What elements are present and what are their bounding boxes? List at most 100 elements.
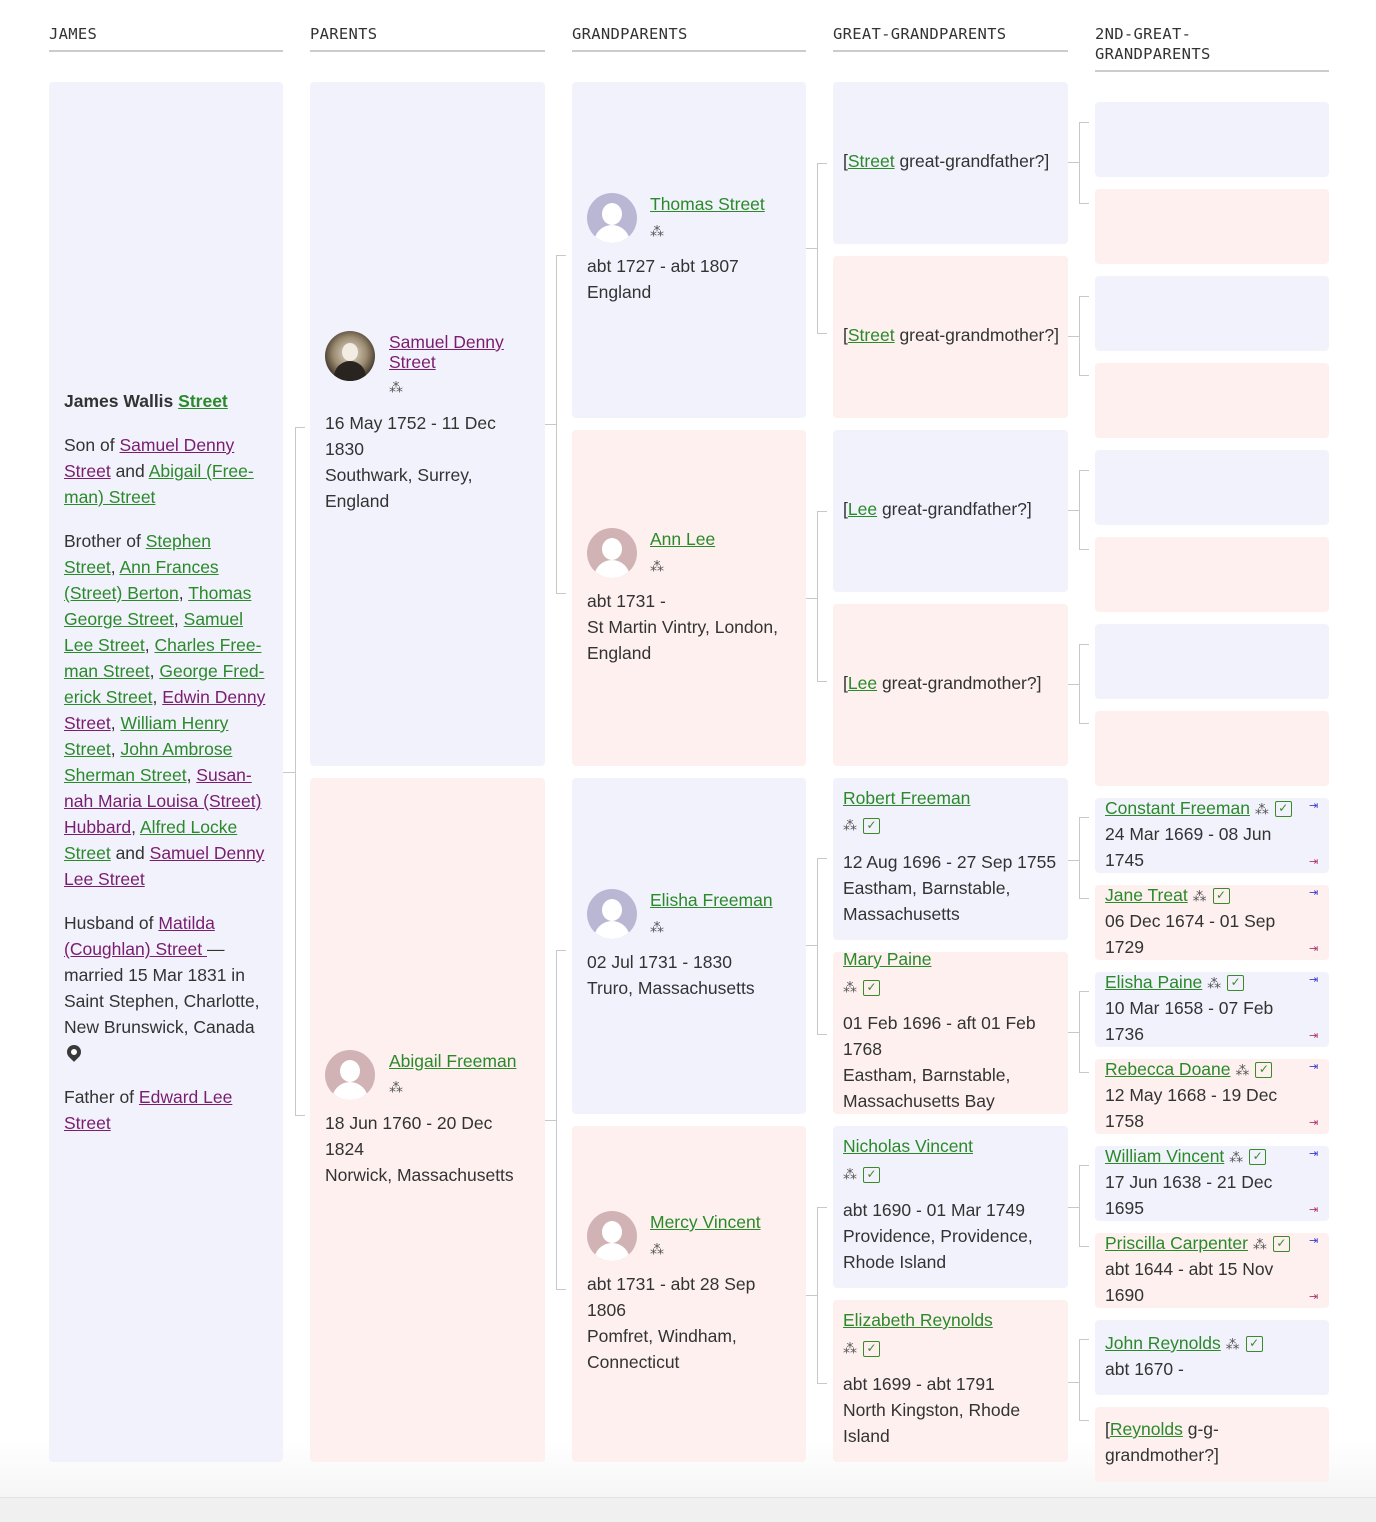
sibling-link[interactable]: George Street <box>64 609 174 629</box>
ancestor-name-link[interactable]: Elizabeth Reynolds <box>843 1310 993 1330</box>
ancestor-name-link[interactable]: Jane Treat <box>1105 885 1188 905</box>
expand-ancestors-arrow-icon[interactable]: ⇥ <box>1309 1117 1319 1129</box>
sibling-link[interactable]: William Henry <box>120 713 229 733</box>
expand-ancestors-arrow-icon[interactable]: ⇥ <box>1309 856 1319 868</box>
family-tree-icon[interactable]: ⁂ <box>1207 975 1222 991</box>
mother-name-link[interactable]: Abigail Freeman <box>389 1051 517 1071</box>
family-tree-icon[interactable]: ⁂ <box>1225 1336 1240 1352</box>
grandparent-name-link[interactable]: Thomas Street <box>650 194 765 214</box>
family-tree-icon[interactable]: ⁂ <box>650 1241 664 1257</box>
avatar-placeholder-male <box>587 889 637 939</box>
sibling-link[interactable]: Lee Street <box>64 869 145 889</box>
ancestor-name-link[interactable]: John Reynolds <box>1105 1333 1221 1353</box>
sibling-link[interactable]: Alfred Locke <box>139 817 238 837</box>
expand-ancestors-arrow-icon[interactable]: ⇥ <box>1309 943 1319 955</box>
family-tree-icon[interactable]: ⁂ ✓ <box>843 980 880 997</box>
expand-ancestors-arrow-icon[interactable]: ⇥ <box>1309 1291 1319 1303</box>
sibling-link[interactable]: Hubbard <box>64 817 132 837</box>
sibling-link[interactable]: erick Street <box>64 687 153 707</box>
surname-link[interactable]: Lee <box>847 499 878 519</box>
family-tree-icon[interactable]: ⁂ <box>1229 1149 1244 1165</box>
sibling-link[interactable]: man Street <box>64 661 150 681</box>
family-tree-icon[interactable]: ⁂ <box>650 223 664 239</box>
surname-link[interactable]: Reynolds <box>1109 1419 1183 1439</box>
grandparent-name: Mercy Vincent <box>650 1212 761 1232</box>
expand-ancestors-arrow-icon[interactable]: ⇥ <box>1309 1030 1319 1042</box>
surname-link[interactable]: Street <box>847 151 895 171</box>
family-tree-icon[interactable]: ⁂ <box>389 379 403 395</box>
sibling-link[interactable]: Susan- <box>196 765 252 785</box>
subject-surname-link[interactable]: Street <box>178 391 228 411</box>
sibling-link[interactable]: George Fred- <box>159 661 265 681</box>
ancestor-facts: abt 1670 - <box>1105 1359 1184 1379</box>
sibling-link[interactable]: Lee Street <box>64 635 145 655</box>
grandparent-name-link[interactable]: Elisha Freeman <box>650 890 773 910</box>
ancestor-facts: 12 Aug 1696 - 27 Sep 1755 Eastham, Barnst… <box>843 852 1057 924</box>
sibling-link[interactable]: Charles Free- <box>154 635 262 655</box>
family-tree-icon[interactable]: ⁂ <box>1254 801 1269 817</box>
ancestor-name-link[interactable]: Priscilla Carpenter <box>1105 1233 1248 1253</box>
sibling-link[interactable]: Sherman Street <box>64 765 187 785</box>
family-tree-icon[interactable]: ⁂ <box>389 1079 403 1095</box>
child-link-l1[interactable]: Edward Lee <box>138 1087 233 1107</box>
father-link-l1[interactable]: Samuel Denny <box>119 435 235 455</box>
family-tree-icon[interactable]: ⁂ ✓ <box>843 818 880 835</box>
mother-facts: 18 Jun 1760 - 20 Dec 1824 Norwick, Massach… <box>325 1113 514 1185</box>
ancestor-name-link[interactable]: Rebecca Doane <box>1105 1059 1231 1079</box>
mother-link-l2[interactable]: man) Street <box>64 487 156 507</box>
family-tree-icon[interactable]: ⁂ ✓ <box>843 1341 880 1358</box>
sibling-link[interactable]: Street <box>64 557 111 577</box>
husband-of-line: Husband of Matilda (Coughlan) Street — m… <box>64 913 260 1037</box>
family-tree-icon[interactable]: ⁂ <box>1235 1062 1250 1078</box>
sibling-link[interactable]: Edwin Denny <box>162 687 266 707</box>
spouse-link-l1[interactable]: Matilda <box>158 913 215 933</box>
ancestor-name-link[interactable]: William Vincent <box>1105 1146 1225 1166</box>
expand-parents-arrow-icon[interactable]: ⇥ <box>1309 800 1319 812</box>
expand-parents-arrow-icon[interactable]: ⇥ <box>1309 974 1319 986</box>
map-pin-icon[interactable] <box>64 1042 84 1062</box>
family-tree-icon[interactable]: ⁂ <box>1192 888 1207 904</box>
grandparent-name-link[interactable]: Mercy Vincent <box>650 1212 761 1232</box>
father-name-link[interactable]: Samuel Denny <box>389 332 504 352</box>
ancestor-name-link[interactable]: Mary Paine <box>843 952 932 969</box>
expand-parents-arrow-icon[interactable]: ⇥ <box>1309 1148 1319 1160</box>
spouse-link-l2[interactable]: (Coughlan) Street <box>64 939 207 959</box>
child-link-l2[interactable]: Street <box>64 1113 111 1133</box>
ancestor-name-link[interactable]: Elisha Paine <box>1105 972 1203 992</box>
father-link-l2[interactable]: Street <box>64 461 111 481</box>
sibling-link[interactable]: John Ambrose <box>120 739 233 759</box>
avatar-photo[interactable] <box>325 331 375 381</box>
gg-grandparent-card: Priscilla Carpenter ⁂ ✓ ⇥ abt 1644 - abt … <box>1095 1233 1329 1308</box>
family-tree-icon[interactable]: ⁂ <box>650 919 664 935</box>
sibling-link[interactable]: Ann Frances <box>119 557 219 577</box>
sibling-link[interactable]: Samuel <box>183 609 243 629</box>
family-tree-icon[interactable]: ⁂ <box>650 558 664 574</box>
gg-grandparent-empty-card <box>1095 102 1329 177</box>
expand-ancestors-arrow-icon[interactable]: ⇥ <box>1309 1204 1319 1216</box>
family-tree-icon[interactable]: ⁂ <box>1252 1236 1267 1252</box>
surname-link[interactable]: Lee <box>847 673 878 693</box>
sibling-link[interactable]: Thomas <box>188 583 252 603</box>
grandparent-name: Thomas Street <box>650 194 765 214</box>
ancestor-name: Rebecca Doane ⁂ ✓ <box>1105 1059 1273 1079</box>
sibling-link[interactable]: Street <box>64 739 111 759</box>
sibling-link[interactable]: Samuel Denny <box>149 843 265 863</box>
ancestor-name-link[interactable]: Nicholas Vincent <box>843 1136 974 1156</box>
family-tree-icon[interactable]: ⁂ ✓ <box>843 1167 880 1184</box>
expand-parents-arrow-icon[interactable]: ⇥ <box>1309 1235 1319 1247</box>
expand-parents-arrow-icon[interactable]: ⇥ <box>1309 1061 1319 1073</box>
gg-grandparent-empty-card <box>1095 276 1329 351</box>
expand-parents-arrow-icon[interactable]: ⇥ <box>1309 887 1319 899</box>
sibling-link[interactable]: (Street) Berton <box>64 583 179 603</box>
surname-link[interactable]: Street <box>847 325 895 345</box>
column-header-great-grandparents: GREAT-GRANDPARENTS <box>833 24 1068 52</box>
ancestor-name-link[interactable]: Robert Freeman <box>843 788 971 808</box>
father-name-link-l2[interactable]: Street <box>389 352 436 372</box>
sibling-link[interactable]: nah Maria Louisa (Street) <box>64 791 262 811</box>
sibling-link[interactable]: Street <box>64 713 111 733</box>
sibling-link[interactable]: Stephen <box>145 531 211 551</box>
mother-link-l1[interactable]: Abigail (Free- <box>148 461 254 481</box>
sibling-link[interactable]: Street <box>64 843 111 863</box>
grandparent-name-link[interactable]: Ann Lee <box>650 529 716 549</box>
ancestor-name-link[interactable]: Constant Freeman <box>1105 798 1250 818</box>
